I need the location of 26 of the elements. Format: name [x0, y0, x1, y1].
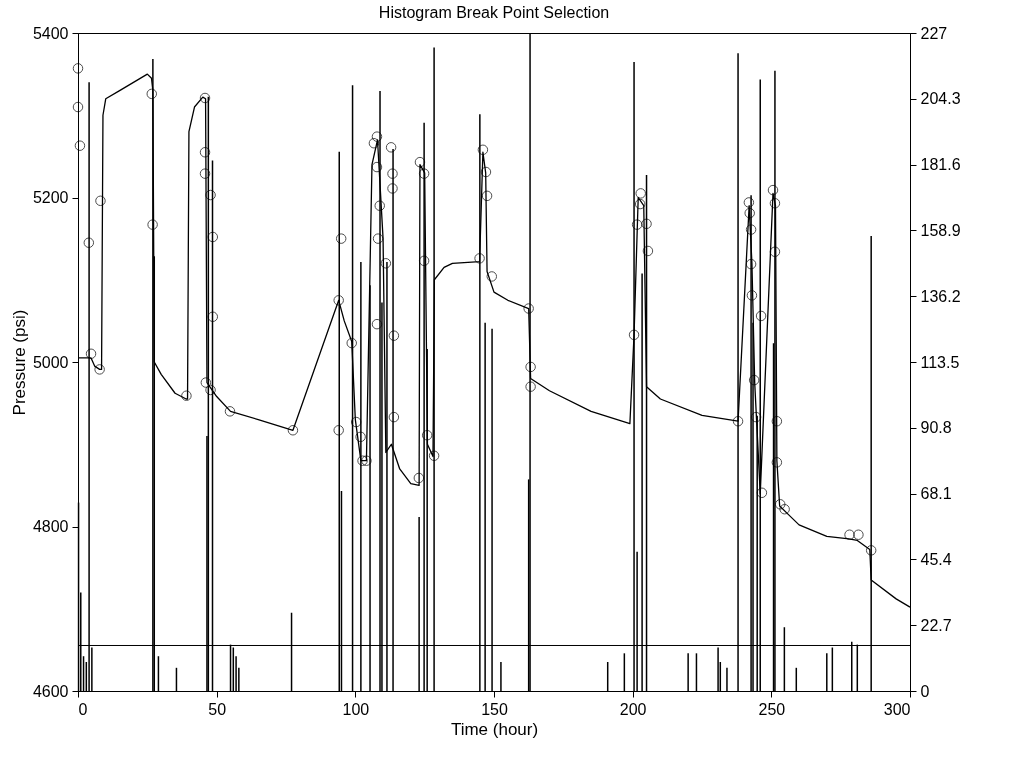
y2-tick-label: 113.5: [920, 353, 960, 371]
y2-tick-label: 45.4: [920, 550, 952, 568]
y-tick-label: 5000: [32, 353, 69, 371]
y-axis-title: Pressure (psi): [9, 309, 29, 416]
x-tick-label: 50: [208, 700, 227, 718]
y2-tick-label: 68.1: [920, 485, 952, 503]
y2-tick-label: 22.7: [920, 616, 952, 634]
y-tick-label: 5200: [32, 189, 69, 206]
x-tick-label: 250: [758, 700, 786, 718]
y-tick-label: 4800: [32, 518, 69, 535]
x-tick-label: 200: [619, 700, 647, 718]
y2-tick-label: 136.2: [920, 287, 961, 305]
y-tick-label: 4600: [32, 682, 69, 700]
y2-tick-label: 90.8: [920, 419, 952, 437]
x-tick-label: 300: [883, 700, 911, 718]
x-tick-label: 0: [78, 700, 88, 718]
y-tick-label: 5400: [32, 24, 69, 42]
y2-tick-label: 158.9: [920, 221, 961, 239]
y2-tick-label: 181.6: [920, 156, 961, 174]
x-axis-title: Time (hour): [450, 719, 539, 739]
y2-tick-label: 227: [920, 24, 948, 42]
chart-title: Histogram Break Point Selection: [378, 4, 610, 21]
x-tick-label: 150: [481, 700, 508, 718]
y2-tick-label: 204.3: [920, 90, 961, 108]
x-tick-label: 100: [342, 700, 370, 718]
y2-tick-label: 0: [920, 682, 930, 700]
